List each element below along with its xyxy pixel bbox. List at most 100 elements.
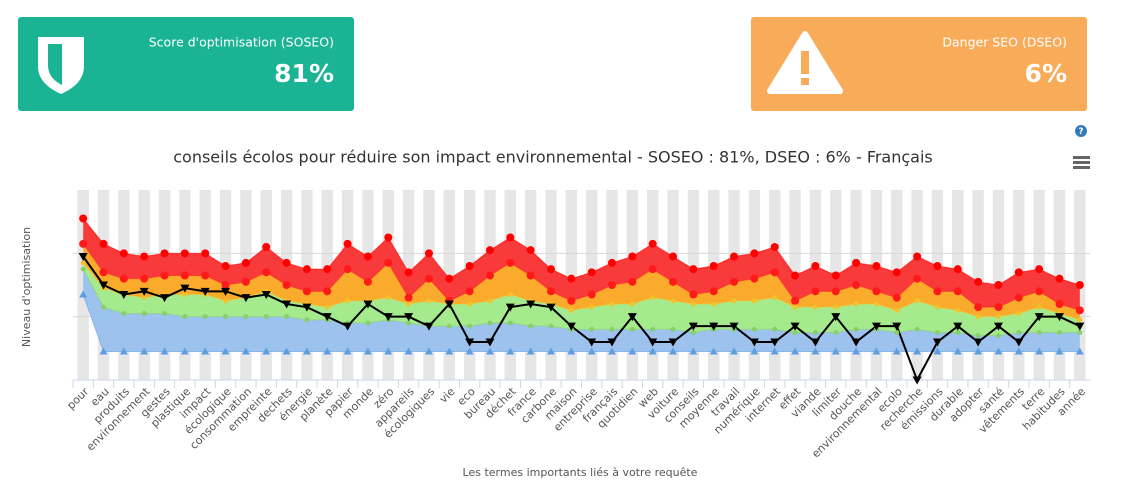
marker — [689, 290, 698, 299]
marker — [629, 326, 635, 332]
marker — [505, 303, 515, 312]
marker — [140, 252, 149, 261]
marker — [851, 338, 861, 347]
marker — [323, 265, 332, 274]
marker — [1034, 313, 1044, 322]
marker — [241, 294, 251, 303]
marker — [731, 298, 737, 304]
marker — [872, 262, 881, 270]
marker — [121, 311, 127, 316]
marker — [80, 260, 86, 266]
marker — [833, 304, 839, 310]
menu-line[interactable] — [1073, 166, 1090, 169]
marker — [711, 301, 717, 307]
marker — [567, 274, 576, 283]
marker — [750, 274, 759, 283]
marker — [140, 274, 149, 283]
marker — [1075, 347, 1084, 355]
marker — [323, 287, 332, 296]
marker — [914, 326, 920, 332]
marker — [139, 287, 149, 296]
marker — [690, 301, 696, 307]
marker — [670, 298, 676, 304]
marker — [180, 271, 189, 280]
marker — [444, 300, 454, 309]
marker — [526, 300, 536, 309]
marker — [589, 304, 595, 310]
marker — [709, 287, 718, 296]
marker — [1014, 338, 1024, 347]
marker — [201, 249, 210, 258]
marker — [1077, 330, 1083, 335]
marker — [709, 347, 718, 355]
marker — [241, 347, 250, 355]
marker — [119, 274, 128, 283]
marker — [79, 239, 88, 248]
marker — [811, 287, 820, 296]
card-title: Danger SEO (DSEO) — [942, 35, 1067, 50]
marker — [994, 347, 1003, 355]
marker — [770, 338, 780, 347]
boundary-line — [82, 268, 1080, 337]
marker — [873, 301, 879, 307]
marker — [730, 347, 739, 355]
marker — [261, 291, 271, 299]
marker — [546, 303, 556, 312]
marker — [730, 252, 739, 261]
marker — [526, 271, 535, 280]
marker — [467, 301, 473, 307]
marker — [79, 290, 88, 298]
help-circle[interactable] — [1075, 125, 1087, 137]
marker — [99, 268, 108, 277]
marker — [668, 338, 678, 347]
menu-line[interactable] — [1073, 156, 1090, 159]
marker — [1056, 330, 1062, 335]
menu-button[interactable] — [1073, 156, 1090, 169]
marker — [223, 314, 229, 320]
marker — [627, 313, 637, 322]
marker — [975, 333, 981, 339]
marker — [343, 322, 353, 331]
marker — [546, 265, 555, 274]
marker — [609, 326, 615, 332]
marker — [772, 295, 778, 301]
marker — [750, 249, 759, 258]
marker — [587, 338, 597, 347]
marker — [567, 347, 576, 355]
marker — [751, 298, 757, 304]
marker — [424, 347, 433, 355]
marker — [119, 347, 128, 355]
marker — [587, 347, 596, 355]
marker — [993, 322, 1003, 331]
marker — [241, 277, 250, 286]
marker — [810, 338, 820, 347]
boundary-line — [82, 218, 1080, 286]
marker — [424, 249, 433, 258]
marker — [465, 338, 475, 347]
marker — [1075, 281, 1084, 289]
marker — [853, 301, 859, 307]
marker — [589, 326, 595, 332]
marker — [933, 287, 942, 296]
marker — [955, 307, 961, 313]
marker — [485, 347, 494, 355]
help-mark[interactable]: ? — [1078, 127, 1083, 137]
marker — [363, 277, 372, 286]
marker — [424, 274, 433, 283]
marker — [180, 347, 189, 355]
marker — [262, 347, 271, 355]
menu-line[interactable] — [1073, 161, 1090, 164]
marker — [424, 322, 434, 331]
marker — [772, 326, 778, 332]
card-value: 6% — [1025, 59, 1067, 88]
help-icon[interactable]: ? — [1075, 125, 1087, 137]
x-tick-label: pour — [64, 385, 91, 412]
marker — [79, 214, 88, 223]
marker — [688, 322, 698, 331]
warning-dot — [801, 78, 809, 85]
marker — [201, 347, 210, 355]
marker — [383, 313, 393, 322]
marker — [345, 298, 351, 304]
marker — [608, 347, 617, 355]
